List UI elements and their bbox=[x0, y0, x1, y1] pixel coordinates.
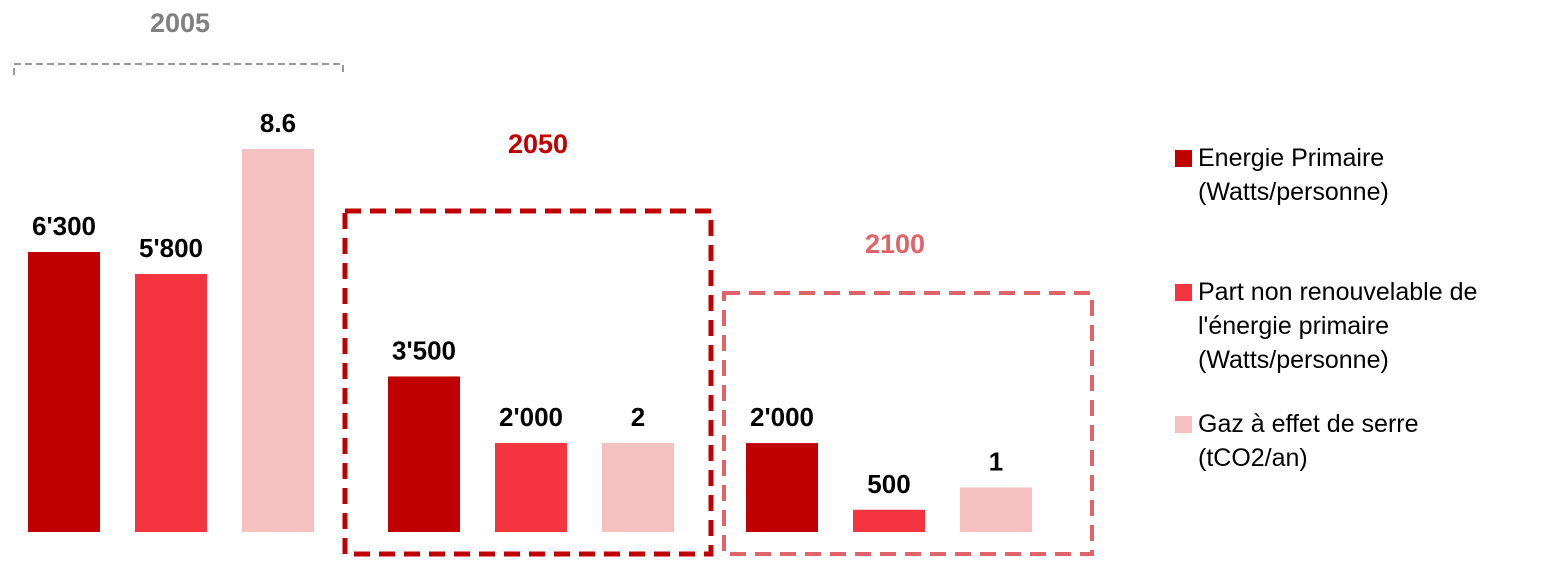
group-label-2050: 2050 bbox=[508, 129, 568, 159]
bar-2050-series-3 bbox=[602, 442, 674, 532]
legend-label-2-line-3: (Watts/personne) bbox=[1198, 346, 1389, 374]
legend-label-3-line-2: (tCO2/an) bbox=[1198, 444, 1308, 472]
value-label-2100-series-1: 2'000 bbox=[750, 402, 814, 432]
group-label-2005: 2005 bbox=[150, 8, 210, 38]
value-label-2050-series-2: 2'000 bbox=[499, 402, 563, 432]
legend-label-1-line-2: (Watts/personne) bbox=[1198, 178, 1389, 206]
bar-2050-series-1 bbox=[388, 376, 460, 532]
group-frame-2050 bbox=[342, 208, 714, 557]
value-label-2005-series-1: 6'300 bbox=[32, 211, 96, 241]
legend-swatch-1 bbox=[1175, 150, 1192, 167]
bar-2005-series-2 bbox=[135, 274, 207, 532]
legend-swatch-2 bbox=[1175, 284, 1192, 301]
value-label-2050-series-3: 2 bbox=[631, 402, 645, 432]
legend-label-3-line-1: Gaz à effet de serre bbox=[1198, 410, 1419, 438]
value-label-2005-series-2: 5'800 bbox=[139, 233, 203, 263]
group-bracket-2005 bbox=[13, 63, 344, 75]
legend-swatch-3 bbox=[1175, 416, 1192, 433]
group-label-2100: 2100 bbox=[865, 229, 925, 259]
bar-2005-series-1 bbox=[28, 252, 100, 532]
bar-2050-series-2 bbox=[495, 443, 567, 532]
bar-2100-series-3 bbox=[960, 487, 1032, 532]
legend-label-1-line-1: Energie Primaire bbox=[1198, 144, 1384, 172]
value-label-2100-series-2: 500 bbox=[867, 469, 910, 499]
group-frame-2100 bbox=[722, 291, 1094, 556]
value-label-2005-series-3: 8.6 bbox=[260, 108, 296, 138]
legend-label-2-line-2: l'énergie primaire bbox=[1198, 312, 1389, 340]
value-label-2050-series-1: 3'500 bbox=[392, 335, 456, 365]
value-label-2100-series-3: 1 bbox=[989, 446, 1003, 476]
bar-2005-series-3 bbox=[242, 149, 314, 532]
legend-label-2-line-1: Part non renouvelable de bbox=[1198, 278, 1477, 306]
bar-2100-series-1 bbox=[746, 443, 818, 532]
bar-2100-series-2 bbox=[853, 509, 925, 532]
